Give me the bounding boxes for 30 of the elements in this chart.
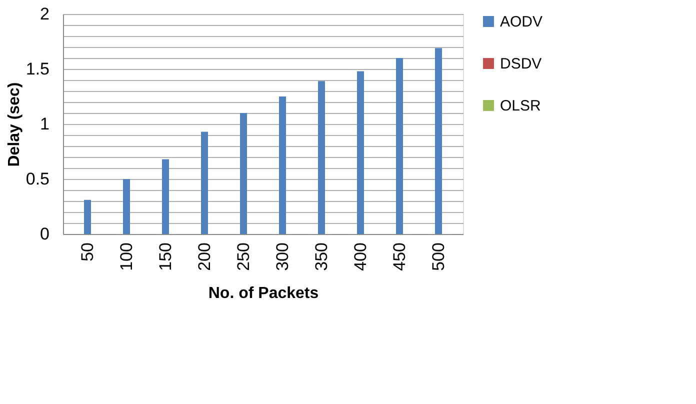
x-tick-label: 250	[234, 242, 253, 271]
bar	[123, 179, 130, 234]
x-tick-label: 200	[195, 242, 214, 271]
bar	[279, 96, 286, 234]
bar	[396, 58, 403, 234]
x-tick-label: 500	[429, 242, 448, 271]
x-tick-label: 400	[351, 242, 370, 271]
legend-label: DSDV	[500, 56, 542, 72]
y-tick-label: 1.5	[26, 60, 50, 78]
bar	[84, 200, 91, 234]
x-tick-label: 100	[117, 242, 136, 271]
bar	[435, 48, 442, 234]
bar	[201, 132, 208, 234]
y-axis-title: Delay (sec)	[6, 82, 23, 167]
x-tick-label: 300	[273, 242, 292, 271]
bar	[357, 71, 364, 234]
y-tick-label: 1	[40, 114, 50, 134]
bar	[240, 113, 247, 234]
x-tick-label: 150	[156, 242, 175, 271]
y-tick-label: 0.5	[26, 170, 50, 188]
y-tick-label: 0	[40, 224, 50, 244]
y-tick-label: 2	[40, 4, 50, 24]
x-tick-label: 450	[390, 242, 409, 271]
x-tick-label: 50	[78, 242, 97, 262]
x-tick-label: 350	[312, 242, 331, 271]
x-axis-title: No. of Packets	[208, 284, 319, 302]
legend-label: OLSR	[500, 98, 542, 114]
legend-label: AODV	[500, 14, 543, 30]
bar	[162, 159, 169, 234]
bar	[318, 81, 325, 234]
